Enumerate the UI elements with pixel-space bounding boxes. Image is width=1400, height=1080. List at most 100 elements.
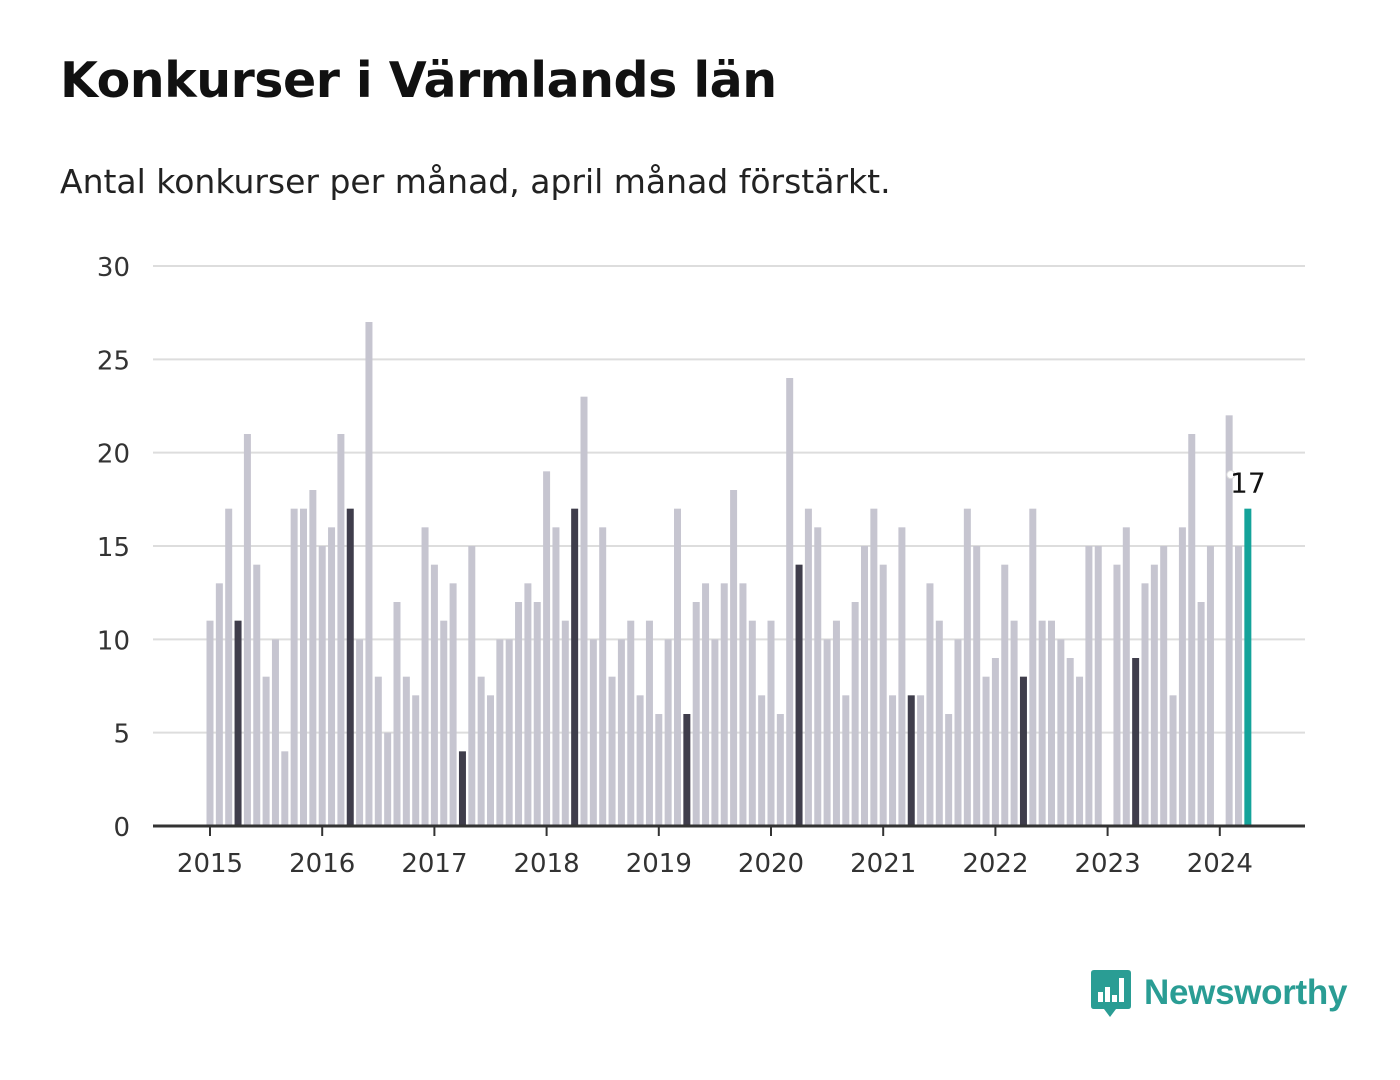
bar (842, 695, 850, 826)
bar (674, 508, 681, 826)
bar (814, 527, 822, 826)
bar (262, 676, 270, 826)
bar (571, 508, 579, 826)
bar (982, 676, 990, 826)
bar (543, 471, 551, 826)
bar (346, 508, 354, 826)
bar (1019, 676, 1027, 826)
bar (290, 508, 298, 826)
bar (1244, 508, 1252, 826)
x-tick-label: 2015 (177, 849, 243, 879)
bar (281, 751, 289, 826)
bar (1057, 639, 1065, 826)
y-tick-label: 5 (113, 720, 130, 750)
y-tick-label: 10 (97, 626, 130, 656)
bar (692, 602, 700, 826)
bar (1188, 434, 1196, 826)
bar (505, 639, 513, 826)
bar (412, 695, 420, 826)
bar (758, 695, 766, 826)
bar (1094, 546, 1102, 826)
bar (870, 508, 878, 826)
x-tick-label: 2016 (289, 849, 355, 879)
bar (215, 583, 223, 826)
bar (524, 583, 532, 826)
bar (879, 564, 887, 826)
bar (589, 639, 597, 826)
bar (402, 676, 410, 826)
bar (786, 378, 794, 826)
bar (1169, 695, 1177, 826)
bar (832, 620, 840, 826)
y-axis-ticks: 0 5 10 15 20 25 30 (97, 253, 130, 843)
x-tick-label: 2020 (738, 849, 804, 879)
bar (234, 620, 242, 826)
y-tick-label: 25 (97, 346, 130, 376)
annotation-marker (1226, 470, 1236, 480)
bar (1048, 620, 1055, 826)
bar (599, 527, 607, 826)
bar (458, 751, 466, 826)
x-tick-label: 2018 (514, 849, 580, 879)
x-tick-label: 2019 (626, 849, 692, 879)
bar (225, 508, 233, 826)
bar (337, 434, 345, 826)
bar (954, 639, 962, 826)
x-tick-label: 2022 (962, 849, 1028, 879)
bar (1029, 508, 1037, 826)
bar (739, 583, 747, 826)
bar (561, 620, 569, 826)
bar (963, 508, 971, 826)
bar (1001, 564, 1009, 826)
bar (328, 527, 336, 826)
bar (1085, 546, 1093, 826)
bar (1206, 546, 1214, 826)
bar (318, 546, 326, 826)
bar (926, 583, 934, 826)
bar (1178, 527, 1186, 826)
latest-value-label: 17 (1230, 467, 1266, 500)
bar (617, 639, 625, 826)
bar (356, 639, 364, 826)
bar (608, 676, 616, 826)
bar (533, 602, 541, 826)
bar (861, 546, 868, 826)
chart-title: Konkurser i Värmlands län (60, 52, 777, 109)
bar (711, 639, 719, 826)
brand-name: Newsworthy (1144, 973, 1348, 1012)
y-tick-label: 30 (97, 253, 130, 283)
bar (449, 583, 457, 826)
bar (1122, 527, 1130, 826)
bar (253, 564, 261, 826)
bar (552, 527, 560, 826)
bar (851, 602, 859, 826)
bar (767, 620, 775, 826)
x-axis-ticks: 2015 2016 2017 2018 2019 2020 2021 2022 2023 2024 (177, 826, 1253, 879)
newsworthy-logo: Newsworthy (1090, 968, 1347, 1018)
latest-value-annotation: 17 (1226, 467, 1266, 500)
bar (973, 546, 981, 826)
bar (945, 714, 953, 826)
bar (1160, 546, 1168, 826)
bar (683, 714, 691, 826)
bar (1225, 415, 1233, 826)
bar (374, 676, 382, 826)
x-tick-label: 2017 (401, 849, 467, 879)
bar (300, 508, 307, 826)
bar (580, 396, 588, 826)
bar (1038, 620, 1046, 826)
bar (496, 639, 504, 826)
bar (627, 620, 635, 826)
bar (1132, 658, 1140, 826)
bar (636, 695, 644, 826)
bar (421, 527, 429, 826)
bar (730, 490, 738, 826)
y-tick-label: 0 (113, 813, 130, 843)
bar (487, 695, 494, 826)
bar (917, 695, 925, 826)
bar (1066, 658, 1074, 826)
bar (935, 620, 943, 826)
bar (720, 583, 728, 826)
bar (1150, 564, 1158, 826)
